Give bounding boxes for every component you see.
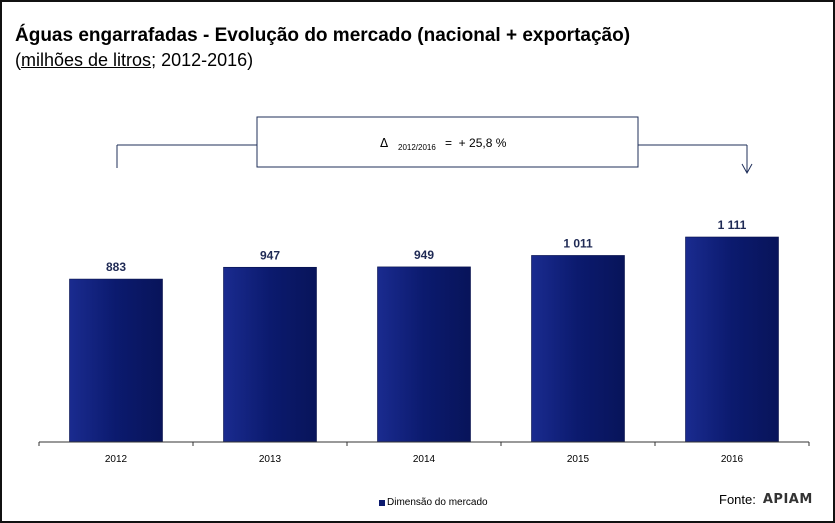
- source: Fonte: APIAM: [719, 492, 813, 507]
- chart-subtitle: (milhões de litros; 2012-2016): [15, 50, 253, 71]
- data-label-2012: 883: [106, 260, 126, 274]
- legend-label: Dimensão do mercado: [387, 497, 488, 508]
- source-label: Fonte:: [719, 492, 756, 507]
- x-tick-label-2012: 2012: [105, 454, 128, 465]
- data-label-2015: 1 011: [563, 236, 593, 250]
- growth-box: [256, 116, 639, 168]
- apiam-logo: APIAM: [762, 492, 813, 507]
- bar-2012: [69, 278, 163, 443]
- growth-value: = + 25,8 %: [445, 136, 507, 150]
- legend-swatch: [379, 499, 385, 506]
- bar-2013: [223, 266, 317, 443]
- subtitle-unit: milhões de litros: [21, 50, 152, 70]
- x-tick-label-2014: 2014: [413, 454, 436, 465]
- delta-symbol: Δ: [380, 136, 389, 150]
- subtitle-rest: ; 2012-2016): [151, 50, 254, 70]
- data-label-2016: 1 111: [718, 218, 747, 232]
- x-axis-ticks: [38, 442, 810, 446]
- data-label-2014: 949: [414, 248, 434, 262]
- x-axis-labels: 2012 2013 2014 2015 2016: [105, 454, 744, 465]
- x-tick-label-2016: 2016: [721, 454, 744, 465]
- legend: Dimensão do mercado: [379, 497, 488, 508]
- chart-title: Águas engarrafadas - Evolução do mercado…: [15, 25, 631, 46]
- down-arrow-icon: [741, 163, 753, 175]
- x-tick-label-2013: 2013: [259, 454, 282, 465]
- bar-2015: [531, 255, 625, 443]
- x-tick-label-2015: 2015: [567, 454, 590, 465]
- growth-period: 2012/2016: [398, 143, 436, 152]
- data-label-2013: 947: [260, 248, 280, 262]
- bar-series: [69, 236, 779, 443]
- growth-bracket: [116, 144, 753, 175]
- data-labels: 883 947 949 1 011 1 111: [106, 218, 747, 274]
- bar-2014: [377, 266, 471, 443]
- bar-2016: [685, 236, 779, 443]
- subtitle-open: (: [15, 50, 21, 70]
